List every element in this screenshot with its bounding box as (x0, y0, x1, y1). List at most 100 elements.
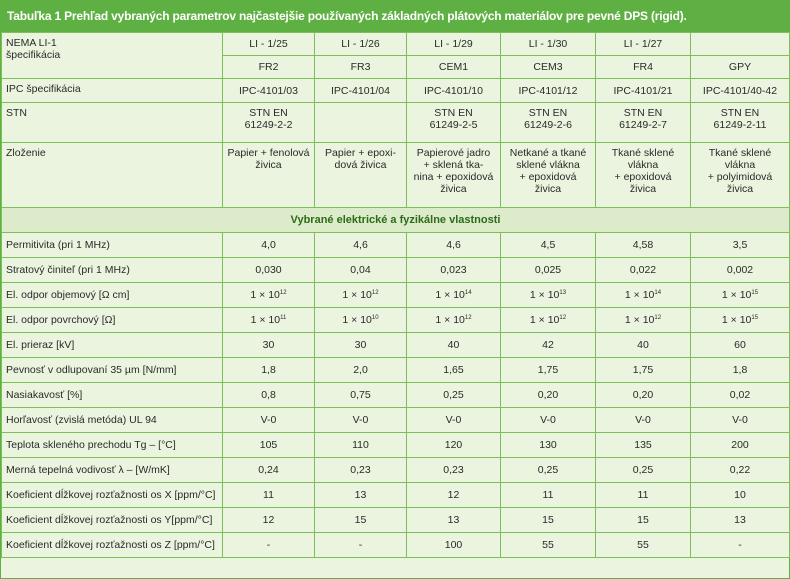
property-row: Pevnosť v odlupovaní 35 µm [N/mm] 1,8 2,0 1… (1, 357, 790, 383)
property-value: 55 (500, 532, 596, 558)
property-row: Permitivita (pri 1 MHz) 4,0 4,6 4,6 4,5 4,58 3… (1, 232, 790, 258)
property-row: El. prieraz [kV] 30 30 40 42 40 60 (1, 332, 790, 358)
value-exponent: 10 (371, 315, 379, 321)
value-base: 1 × 10 (250, 289, 280, 301)
property-value: 11 (500, 482, 596, 508)
property-value: 105 (222, 432, 315, 458)
property-value: 0,025 (500, 257, 596, 283)
property-value: 1 × 1012 (314, 282, 407, 308)
property-value: 11 (222, 482, 315, 508)
property-value: 4,6 (314, 232, 407, 258)
property-value: 110 (314, 432, 407, 458)
table-row: IPC špecifikácia IPC-4101/03 IPC-4101/04 IP… (1, 78, 790, 103)
property-value: 4,6 (406, 232, 501, 258)
property-label: Koeficient dĺžkovej rozťažnosti os X [pp… (1, 482, 223, 508)
property-value: - (314, 532, 407, 558)
property-label: El. odpor povrchový [Ω] (1, 307, 223, 333)
ipc-cell: IPC-4101/12 (500, 78, 596, 103)
table-row: NEMA LI-1 špecifikácia LI - 1/25 LI - 1/26 L… (1, 32, 790, 79)
property-value: 15 (500, 507, 596, 533)
property-value: 60 (690, 332, 790, 358)
composition-cell: Papierové jadro + sklená tka-nina + epoxi… (406, 142, 501, 208)
property-label: Horľavosť (zvislá metóda) UL 94 (1, 407, 223, 433)
stn-cell (314, 102, 407, 143)
ipc-cell: IPC-4101/03 (222, 78, 315, 103)
value-base: 1 × 10 (721, 289, 752, 301)
row-label-ipc: IPC špecifikácia (1, 78, 223, 103)
property-value: 0,04 (314, 257, 407, 283)
row-label-nema: NEMA LI-1 špecifikácia (1, 32, 223, 79)
property-value: 135 (595, 432, 691, 458)
value-base: 1 × 10 (435, 289, 465, 301)
value-exponent: 12 (279, 290, 287, 296)
value-base: 1 × 10 (435, 314, 465, 326)
property-value: 1,65 (406, 357, 501, 383)
property-value: 1 × 1014 (406, 282, 501, 308)
row-label-stn: STN (1, 102, 223, 143)
property-value: 1 × 1012 (500, 307, 596, 333)
section-row: Vybrané elektrické a fyzikálne vlastnost… (1, 207, 790, 233)
property-row: Koeficient dĺžkovej rozťažnosti os Y[ppm… (1, 507, 790, 533)
property-row: Nasiakavosť [%] 0,8 0,75 0,25 0,20 0,20 0,02 (1, 382, 790, 408)
property-value: 100 (406, 532, 501, 558)
section-title: Vybrané elektrické a fyzikálne vlastnost… (1, 207, 790, 233)
property-row: Stratový činiteľ (pri 1 MHz) 0,030 0,04 0,0… (1, 257, 790, 283)
property-row: Horľavosť (zvislá metóda) UL 94 V-0 V-0 V-0… (1, 407, 790, 433)
property-value: 0,25 (595, 457, 691, 483)
value-exponent: 12 (654, 315, 662, 321)
property-value: V-0 (500, 407, 596, 433)
property-row: El. odpor objemový [Ω cm] 1 × 1012 1 × 101… (1, 282, 790, 308)
material-type-cell: GPY (690, 55, 790, 79)
stn-cell: STN EN 61249-2-6 (500, 102, 596, 143)
property-value: 30 (222, 332, 315, 358)
ipc-cell: IPC-4101/04 (314, 78, 407, 103)
value-base: 1 × 10 (250, 314, 281, 326)
ipc-cell: IPC-4101/40-42 (690, 78, 790, 103)
property-value: 55 (595, 532, 691, 558)
property-value: 15 (595, 507, 691, 533)
property-value: 4,58 (595, 232, 691, 258)
property-value: 13 (690, 507, 790, 533)
value-base: 1 × 10 (529, 289, 560, 301)
property-value: 2,0 (314, 357, 407, 383)
property-value: 1 × 1015 (690, 282, 790, 308)
property-label: Koeficient dĺžkovej rozťažnosti os Y[ppm… (1, 507, 223, 533)
property-label: Koeficient dĺžkovej rozťažnosti os Z [pp… (1, 532, 223, 558)
property-value: 1 × 1014 (595, 282, 691, 308)
material-type-cell: CEM1 (406, 55, 501, 79)
stn-cell: STN EN 61249-2-11 (690, 102, 790, 143)
nema-cell: LI - 1/25 (222, 32, 315, 56)
property-value: 11 (595, 482, 691, 508)
property-value: 0,002 (690, 257, 790, 283)
nema-cell: LI - 1/27 (595, 32, 691, 56)
property-value: - (690, 532, 790, 558)
stn-cell: STN EN 61249-2-2 (222, 102, 315, 143)
value-base: 1 × 10 (342, 314, 372, 326)
value-exponent: 15 (751, 290, 759, 296)
row-label-zlozenie: Zloženie (1, 142, 223, 208)
value-base: 1 × 10 (342, 289, 372, 301)
material-type-cell: CEM3 (500, 55, 596, 79)
property-value: 15 (314, 507, 407, 533)
property-value: - (222, 532, 315, 558)
composition-cell: Papier + fenolová živica (222, 142, 315, 208)
property-row: El. odpor povrchový [Ω] 1 × 1011 1 × 1010 1… (1, 307, 790, 333)
property-label: Merná tepelná vodivosť λ – [W/mK] (1, 457, 223, 483)
property-value: 0,20 (595, 382, 691, 408)
property-value: V-0 (406, 407, 501, 433)
property-value: 0,02 (690, 382, 790, 408)
property-value: 1,8 (222, 357, 315, 383)
value-exponent: 12 (371, 290, 379, 296)
value-base: 1 × 10 (529, 314, 560, 326)
property-label: El. odpor objemový [Ω cm] (1, 282, 223, 308)
table-body: NEMA LI-1 špecifikácia LI - 1/25 LI - 1/26 L… (1, 32, 790, 558)
property-row: Merná tepelná vodivosť λ – [W/mK] 0,24 0,2… (1, 457, 790, 483)
property-value: 40 (406, 332, 501, 358)
nema-cell: LI - 1/26 (314, 32, 407, 56)
value-exponent: 14 (654, 290, 662, 296)
property-value: 4,0 (222, 232, 315, 258)
stn-cell: STN EN 61249-2-7 (595, 102, 691, 143)
value-exponent: 14 (464, 290, 472, 296)
composition-cell: Netkané a tkané sklené vlákna + epoxidová ž… (500, 142, 596, 208)
property-value: 4,5 (500, 232, 596, 258)
